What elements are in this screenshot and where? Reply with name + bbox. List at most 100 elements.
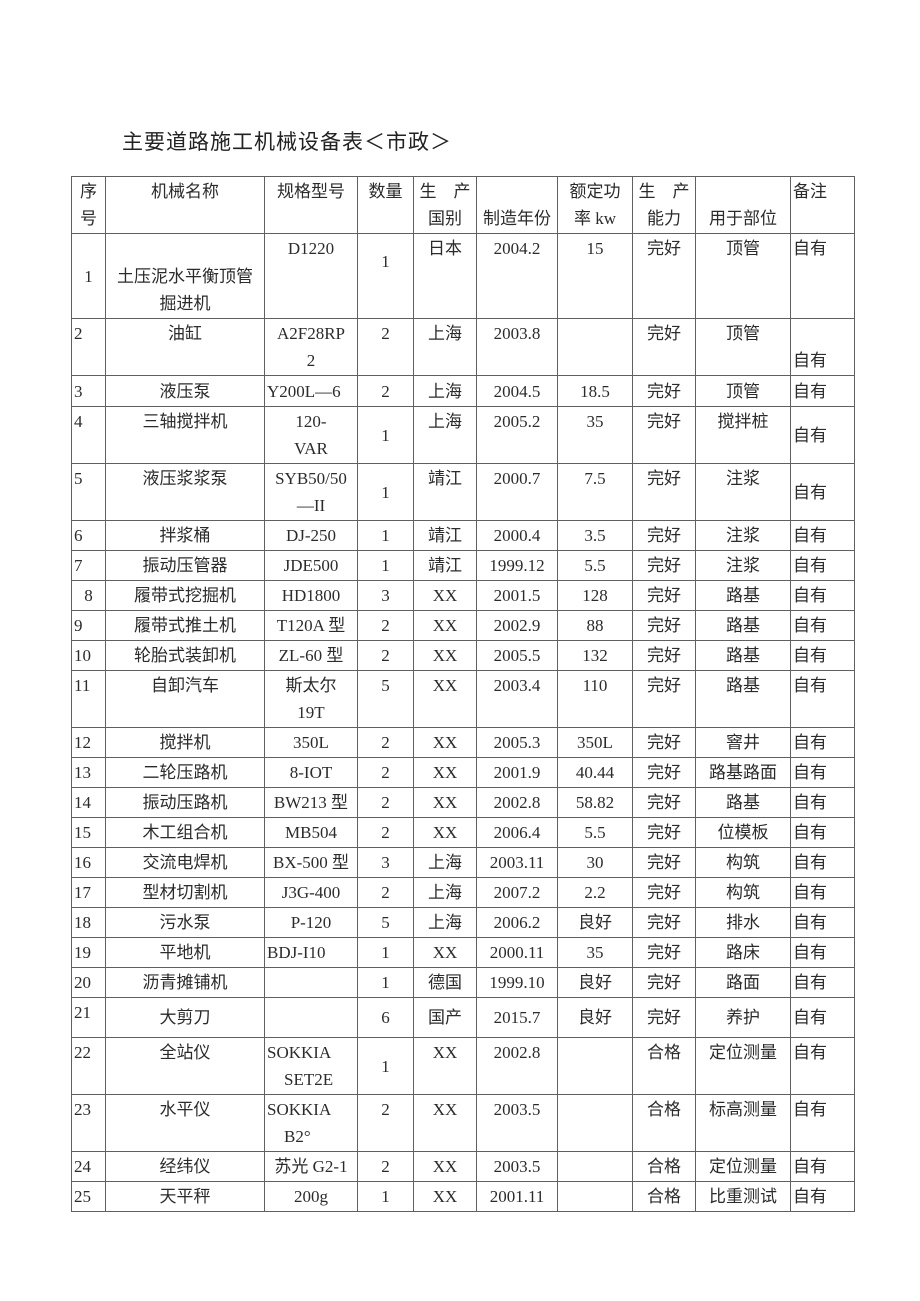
table-cell: 良好: [557, 907, 633, 938]
table-row: 22 全站仪 SOKKIA SET2E 1 XX 2002.8 合格 定位测量 自有: [71, 1037, 855, 1095]
table-cell: 完好: [632, 580, 696, 611]
table-cell: DJ-250: [264, 520, 358, 551]
table-cell: 3: [357, 847, 414, 878]
table-cell: BDJ-I10: [264, 937, 358, 968]
table-cell: 路基: [695, 640, 791, 671]
table-cell: 履带式挖掘机: [105, 580, 265, 611]
column-header: 数量: [357, 176, 414, 234]
table-cell: 合格: [632, 1037, 696, 1095]
table-cell: 110: [557, 670, 633, 728]
table-cell: 21: [71, 997, 106, 1038]
column-header: 备注: [790, 176, 855, 234]
table-cell: 4: [71, 406, 106, 464]
table-cell: 2003.8: [476, 318, 558, 376]
table-cell: 7.5: [557, 463, 633, 521]
table-cell: 自卸汽车: [105, 670, 265, 728]
table-cell: 日本: [413, 233, 477, 319]
table-cell: 2002.9: [476, 610, 558, 641]
table-cell: 16: [71, 847, 106, 878]
table-row: 1 土压泥水平衡顶管 掘进机 D1220 1 日本 2004.2 15 完好 顶管 自有: [71, 233, 855, 319]
table-cell: 8: [71, 580, 106, 611]
table-cell: XX: [413, 937, 477, 968]
table-cell: 132: [557, 640, 633, 671]
table-row: 9 履带式推土机 T120A 型 2 XX 2002.9 88 完好 路基 自有: [71, 610, 855, 641]
table-cell: 2002.8: [476, 787, 558, 818]
table-cell: 路面: [695, 967, 791, 998]
table-row: 19 平地机 BDJ-I10 1 XX 2000.11 35 完好 路床 自有: [71, 937, 855, 968]
table-cell: 自有: [790, 406, 855, 464]
table-cell: 5: [357, 907, 414, 938]
table-cell: 6: [71, 520, 106, 551]
table-cell: 3.5: [557, 520, 633, 551]
table-row: 10 轮胎式装卸机 ZL-60 型 2 XX 2005.5 132 完好 路基 自有: [71, 640, 855, 671]
table-cell: 2: [357, 640, 414, 671]
table-cell: 2015.7: [476, 997, 558, 1038]
table-row: 2 油缸 A2F28RP 2 2 上海 2003.8 完好 顶管 自有: [71, 318, 855, 376]
table-cell: 17: [71, 877, 106, 908]
table-cell: 2003.4: [476, 670, 558, 728]
table-cell: XX: [413, 1151, 477, 1182]
table-cell: 路基: [695, 610, 791, 641]
table-cell: [264, 997, 358, 1038]
table-cell: 2: [357, 318, 414, 376]
table-cell: 自有: [790, 520, 855, 551]
table-row: 18 污水泵 P-120 5 上海 2006.2 良好 完好 排水 自有: [71, 907, 855, 938]
table-cell: SOKKIA SET2E: [264, 1037, 358, 1095]
table-cell: 水平仪: [105, 1094, 265, 1152]
table-cell: 2000.7: [476, 463, 558, 521]
table-cell: 完好: [632, 727, 696, 758]
table-cell: XX: [413, 817, 477, 848]
table-cell: 1: [357, 463, 414, 521]
table-cell: 自有: [790, 670, 855, 728]
table-cell: 构筑: [695, 877, 791, 908]
table-cell: 9: [71, 610, 106, 641]
column-header: 制造年份: [476, 176, 558, 234]
column-header: 机械名称: [105, 176, 265, 234]
table-cell: 自有: [790, 318, 855, 376]
table-cell: 1: [357, 1037, 414, 1095]
table-cell: P-120: [264, 907, 358, 938]
table-cell: 注浆: [695, 550, 791, 581]
table-cell: 大剪刀: [105, 997, 265, 1038]
table-cell: 自有: [790, 550, 855, 581]
table-cell: 2: [357, 877, 414, 908]
table-cell: 型材切割机: [105, 877, 265, 908]
table-cell: 2: [357, 1094, 414, 1152]
table-cell: 2: [71, 318, 106, 376]
table-cell: 自有: [790, 967, 855, 998]
table-cell: 完好: [632, 406, 696, 464]
table-cell: 2003.5: [476, 1094, 558, 1152]
table-cell: 3: [357, 580, 414, 611]
table-row: 13 二轮压路机 8-IOT 2 XX 2001.9 40.44 完好 路基路面 自有: [71, 757, 855, 788]
table-cell: 靖江: [413, 463, 477, 521]
table-cell: 自有: [790, 817, 855, 848]
table-cell: 350L: [557, 727, 633, 758]
table-cell: 二轮压路机: [105, 757, 265, 788]
column-header: 生 产 能力: [632, 176, 696, 234]
table-cell: XX: [413, 670, 477, 728]
table-cell: 1: [357, 937, 414, 968]
table-cell: 自有: [790, 907, 855, 938]
table-cell: 2005.5: [476, 640, 558, 671]
table-cell: 定位测量: [695, 1037, 791, 1095]
table-cell: 自有: [790, 937, 855, 968]
table-cell: 三轴搅拌机: [105, 406, 265, 464]
table-cell: 履带式推土机: [105, 610, 265, 641]
table-cell: 8-IOT: [264, 757, 358, 788]
table-cell: 完好: [632, 757, 696, 788]
table-cell: XX: [413, 787, 477, 818]
table-cell: 木工组合机: [105, 817, 265, 848]
table-cell: 2007.2: [476, 877, 558, 908]
table-cell: 顶管: [695, 375, 791, 407]
table-cell: 自有: [790, 757, 855, 788]
table-cell: 2004.5: [476, 375, 558, 407]
table-cell: 18.5: [557, 375, 633, 407]
table-cell: T120A 型: [264, 610, 358, 641]
table-cell: 合格: [632, 1094, 696, 1152]
table-cell: 定位测量: [695, 1151, 791, 1182]
table-cell: 23: [71, 1094, 106, 1152]
table-cell: 路基: [695, 787, 791, 818]
table-cell: 12: [71, 727, 106, 758]
table-cell: 2002.8: [476, 1037, 558, 1095]
